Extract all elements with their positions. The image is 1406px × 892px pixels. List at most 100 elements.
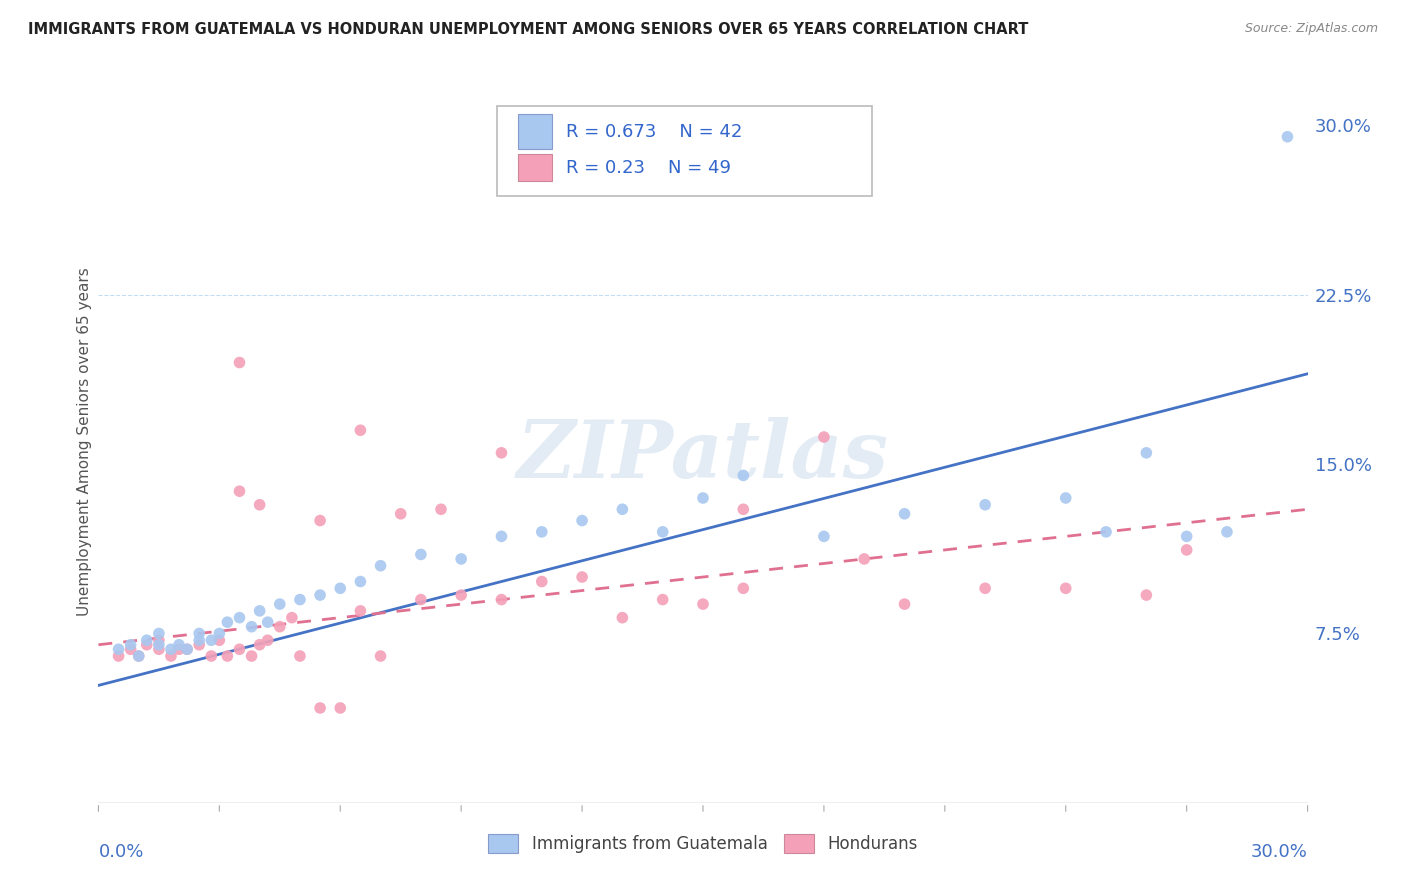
Point (148, 638, 170, 652)
Point (409, 592, 432, 607)
Point (148, 626, 170, 640)
Point (1216, 524, 1239, 539)
Point (167, 638, 190, 652)
Point (228, 484, 250, 499)
Point (349, 604, 371, 618)
Point (612, 610, 634, 624)
Legend: Immigrants from Guatemala, Hondurans: Immigrants from Guatemala, Hondurans (481, 827, 925, 860)
Point (389, 507, 412, 521)
Y-axis label: Unemployment Among Seniors over 65 years: Unemployment Among Seniors over 65 years (77, 268, 91, 615)
Point (208, 626, 231, 640)
Point (208, 633, 231, 648)
Point (349, 423, 371, 437)
Point (893, 507, 915, 521)
Point (329, 701, 352, 715)
Point (228, 642, 250, 657)
Point (148, 633, 170, 648)
Point (188, 638, 211, 652)
Point (571, 570, 593, 584)
Point (167, 642, 190, 657)
Point (1095, 524, 1118, 539)
Point (409, 548, 432, 562)
Point (176, 642, 198, 657)
Point (309, 701, 332, 715)
Point (430, 502, 453, 516)
Point (491, 592, 513, 607)
Point (200, 633, 222, 648)
Point (651, 592, 673, 607)
Point (281, 610, 304, 624)
Point (733, 582, 755, 596)
Point (160, 648, 183, 663)
Point (228, 355, 250, 369)
Point (692, 491, 714, 505)
Point (200, 648, 222, 663)
Point (249, 604, 271, 618)
Point (107, 648, 129, 663)
Point (1175, 542, 1198, 557)
Point (269, 597, 291, 611)
Point (893, 597, 915, 611)
Point (692, 597, 714, 611)
Point (135, 633, 157, 648)
Point (370, 648, 392, 663)
Point (288, 592, 311, 607)
Point (128, 648, 150, 663)
Point (491, 529, 513, 543)
Point (733, 502, 755, 516)
Point (1277, 129, 1299, 144)
Point (249, 498, 271, 512)
Point (349, 574, 371, 589)
Point (1135, 588, 1157, 602)
Point (612, 502, 634, 516)
Point (974, 582, 997, 596)
Point (309, 588, 332, 602)
Point (240, 620, 263, 634)
Point (120, 638, 142, 652)
Text: R = 0.673    N = 42: R = 0.673 N = 42 (567, 122, 742, 141)
Point (813, 430, 835, 444)
Point (974, 498, 997, 512)
Point (228, 610, 250, 624)
Point (128, 648, 150, 663)
Point (249, 638, 271, 652)
Point (651, 524, 673, 539)
Text: Source: ZipAtlas.com: Source: ZipAtlas.com (1244, 22, 1378, 36)
Point (571, 514, 593, 528)
Point (450, 588, 472, 602)
Point (1054, 491, 1077, 505)
Point (107, 642, 129, 657)
Point (148, 642, 170, 657)
Point (530, 574, 553, 589)
Point (217, 648, 239, 663)
Point (256, 615, 278, 630)
Text: 30.0%: 30.0% (1251, 844, 1308, 862)
FancyBboxPatch shape (498, 105, 872, 196)
Point (329, 582, 352, 596)
Point (491, 446, 513, 460)
Point (450, 552, 472, 566)
Point (288, 648, 311, 663)
Point (309, 514, 332, 528)
Point (1135, 446, 1157, 460)
Point (120, 642, 142, 657)
Point (269, 620, 291, 634)
Point (1175, 529, 1198, 543)
Text: IMMIGRANTS FROM GUATEMALA VS HONDURAN UNEMPLOYMENT AMONG SENIORS OVER 65 YEARS C: IMMIGRANTS FROM GUATEMALA VS HONDURAN UN… (28, 22, 1029, 37)
Point (176, 642, 198, 657)
Point (1054, 582, 1077, 596)
Point (188, 626, 211, 640)
Text: 0.0%: 0.0% (98, 844, 143, 862)
Point (160, 642, 183, 657)
Point (256, 633, 278, 648)
Text: R = 0.23    N = 49: R = 0.23 N = 49 (567, 159, 731, 177)
Point (240, 648, 263, 663)
Point (370, 558, 392, 573)
Bar (517, 154, 553, 181)
Point (135, 638, 157, 652)
Point (733, 468, 755, 483)
Bar (517, 114, 553, 149)
Point (530, 524, 553, 539)
Text: ZIPatlas: ZIPatlas (517, 417, 889, 495)
Point (188, 633, 211, 648)
